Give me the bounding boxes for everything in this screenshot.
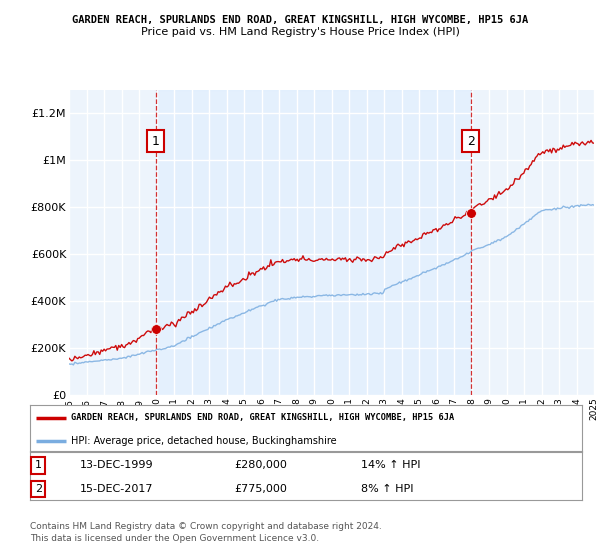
Text: HPI: Average price, detached house, Buckinghamshire: HPI: Average price, detached house, Buck… xyxy=(71,436,337,446)
Text: £775,000: £775,000 xyxy=(234,484,287,494)
Text: Price paid vs. HM Land Registry's House Price Index (HPI): Price paid vs. HM Land Registry's House … xyxy=(140,27,460,37)
Text: GARDEN REACH, SPURLANDS END ROAD, GREAT KINGSHILL, HIGH WYCOMBE, HP15 6JA: GARDEN REACH, SPURLANDS END ROAD, GREAT … xyxy=(71,413,455,422)
Text: 13-DEC-1999: 13-DEC-1999 xyxy=(80,460,154,470)
Text: 15-DEC-2017: 15-DEC-2017 xyxy=(80,484,153,494)
Text: 8% ↑ HPI: 8% ↑ HPI xyxy=(361,484,414,494)
Text: 1: 1 xyxy=(152,135,160,148)
Text: 2: 2 xyxy=(35,484,42,494)
Text: 1: 1 xyxy=(35,460,42,470)
Text: 14% ↑ HPI: 14% ↑ HPI xyxy=(361,460,421,470)
Text: GARDEN REACH, SPURLANDS END ROAD, GREAT KINGSHILL, HIGH WYCOMBE, HP15 6JA: GARDEN REACH, SPURLANDS END ROAD, GREAT … xyxy=(72,15,528,25)
Text: This data is licensed under the Open Government Licence v3.0.: This data is licensed under the Open Gov… xyxy=(30,534,319,543)
Text: £280,000: £280,000 xyxy=(234,460,287,470)
Bar xyxy=(156,90,471,395)
Text: Contains HM Land Registry data © Crown copyright and database right 2024.: Contains HM Land Registry data © Crown c… xyxy=(30,522,382,531)
Text: 2: 2 xyxy=(467,135,475,148)
